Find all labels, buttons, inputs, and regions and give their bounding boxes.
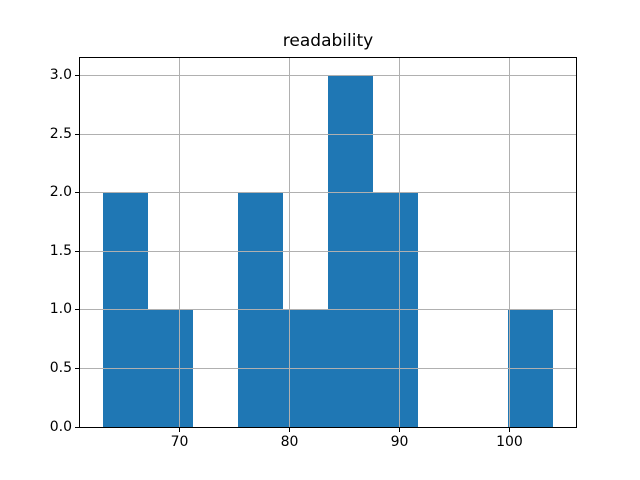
x-tick-label: 100 [496,434,523,450]
y-tick [75,75,79,77]
gridline-y [80,192,576,194]
x-tick-label: 90 [390,434,409,450]
x-tick-label: 70 [170,434,189,450]
axes [79,57,577,428]
y-tick [75,133,79,135]
plot-area [80,58,576,427]
gridline-x [289,58,290,427]
gridline-y [80,133,576,135]
gridline-y [80,367,576,369]
y-tick-label: 0.5 [49,359,72,376]
y-tick [75,250,79,252]
x-tick [398,428,400,432]
x-tick [508,428,510,432]
chart-title: readability [282,31,374,51]
gridline-x [508,58,510,427]
x-tick-label: 80 [280,434,299,450]
gridline-x [398,58,400,427]
y-tick-label: 2.0 [49,184,72,201]
y-tick [75,192,79,194]
y-tick-label: 1.5 [49,242,72,259]
x-tick [179,428,181,432]
gridline-y [80,309,576,311]
y-tick-label: 3.0 [49,67,72,84]
y-tick [75,367,79,369]
gridline-x [179,58,181,427]
gridline-y [80,250,576,252]
y-tick-label: 0.0 [49,418,72,435]
y-tick [75,426,79,428]
y-tick-label: 1.0 [49,301,72,318]
y-tick-label: 2.5 [49,125,72,142]
gridline-y [80,75,576,77]
x-tick [289,428,290,432]
y-tick [75,309,79,311]
